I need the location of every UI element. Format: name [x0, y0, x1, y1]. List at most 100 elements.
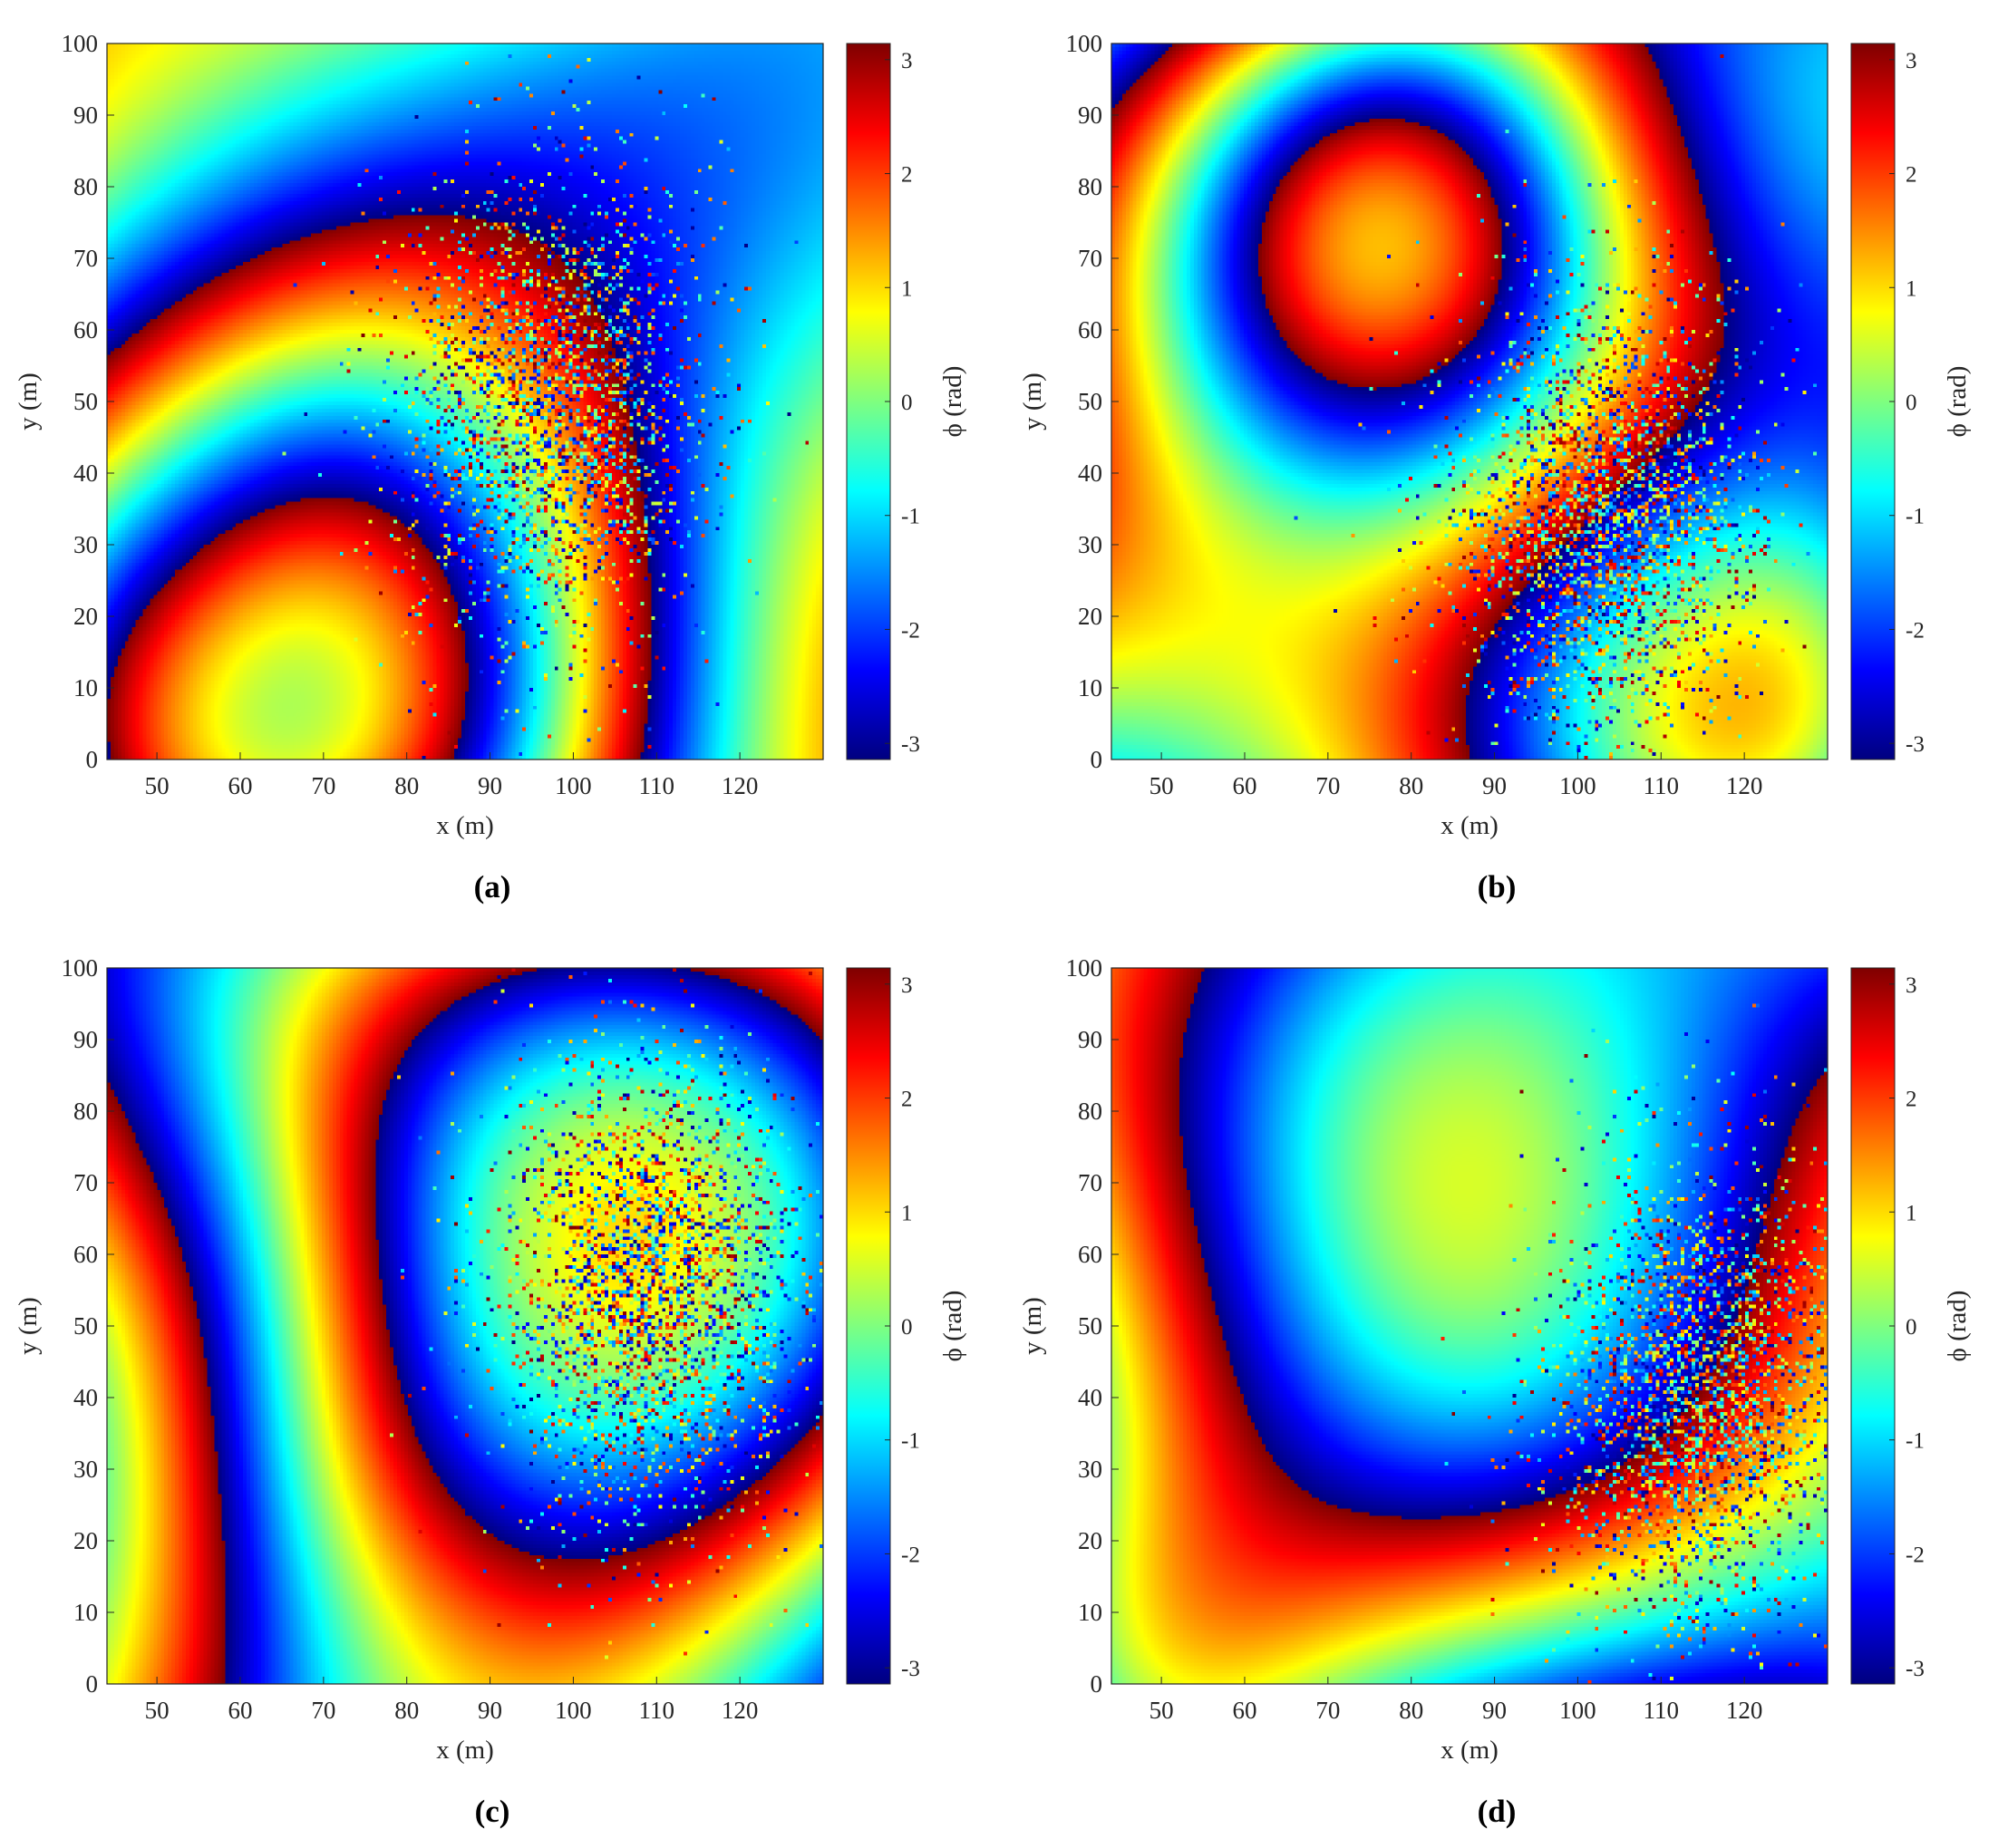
x-axis-label: x (m)	[436, 811, 494, 840]
colorbar-tick-label: 2	[1906, 163, 1917, 188]
y-axis-label: y (m)	[14, 373, 43, 431]
heatmap-chart: 50 60 70 80 90 100 110 120010203040506070809010…	[1018, 30, 1972, 905]
x-tick-label: 60	[228, 772, 252, 799]
x-tick-label: 60	[1232, 1697, 1256, 1724]
colorbar-tick-label: -1	[1906, 1429, 1925, 1454]
y-tick-label: 60	[73, 1241, 98, 1268]
panel-label: (d)	[1478, 1794, 1517, 1829]
phase-map	[107, 44, 823, 760]
colorbar-tick-label: 2	[901, 1088, 913, 1112]
y-tick-label: 80	[1078, 1098, 1102, 1125]
colorbar-label: ϕ (rad)	[1943, 1291, 1972, 1362]
x-tick-label: 90	[478, 772, 502, 799]
y-axis-label: y (m)	[1018, 373, 1047, 431]
colorbar-label: ϕ (rad)	[938, 1291, 967, 1362]
x-tick-label: 80	[394, 772, 419, 799]
y-tick-label: 100	[1066, 30, 1103, 57]
y-tick-label: 40	[1078, 1384, 1102, 1411]
x-tick-label: 70	[1315, 1697, 1340, 1724]
phase-map	[1111, 968, 1828, 1684]
y-axis-label: y (m)	[1018, 1297, 1047, 1355]
colorbar-tick-label: -3	[1906, 1657, 1925, 1681]
x-tick-label: 50	[1150, 1697, 1174, 1724]
colorbar-tick-label: 0	[901, 1315, 913, 1340]
y-tick-label: 20	[1078, 603, 1102, 630]
x-tick-label: 110	[639, 772, 675, 799]
x-tick-label: 90	[1482, 1697, 1507, 1724]
colorbar-tick-label: -3	[901, 732, 920, 757]
x-tick-label: 100	[555, 1697, 592, 1724]
panel-label: (c)	[475, 1794, 510, 1829]
colorbar-tick-label: -2	[901, 1543, 920, 1567]
x-tick-label: 100	[555, 772, 592, 799]
colorbar-tick-label: 3	[1906, 49, 1917, 73]
y-tick-label: 90	[73, 102, 98, 129]
phase-map	[107, 968, 823, 1684]
colorbar-tick-label: 3	[1906, 973, 1917, 998]
panel-b: 50 60 70 80 90 100 110 120 0 10 20 30 40 50 60 70 80 90 10…	[1004, 0, 2008, 924]
y-tick-label: 40	[73, 460, 98, 487]
x-tick-label: 90	[478, 1697, 502, 1724]
y-tick-label: 10	[73, 674, 98, 701]
x-axis-label: x (m)	[1441, 811, 1499, 840]
colorbar-tick-label: 1	[901, 276, 913, 301]
y-tick-label: 50	[1078, 388, 1102, 415]
y-tick-label: 80	[73, 1098, 98, 1125]
x-axis-label: x (m)	[436, 1736, 494, 1765]
heatmap-chart: 50 60 70 80 90 100 110 120010203040506070809010…	[14, 954, 967, 1829]
y-tick-label: 20	[1078, 1527, 1102, 1554]
y-tick-label: 30	[73, 1456, 98, 1483]
panel-c: 50 60 70 80 90 100 110 120 0 10 20 30 40 50 60 70 80 90 10…	[0, 924, 1004, 1848]
colorbar-label: ϕ (rad)	[1943, 366, 1972, 438]
colorbar-tick-label: -1	[901, 505, 920, 529]
colorbar-tick-label: 0	[1906, 391, 1917, 415]
y-tick-label: 70	[1078, 245, 1102, 272]
y-tick-label: 30	[1078, 531, 1102, 558]
y-tick-label: 20	[73, 1527, 98, 1554]
y-tick-label: 0	[86, 746, 99, 773]
y-tick-label: 0	[86, 1670, 99, 1698]
colorbar-tick-label: 0	[1906, 1315, 1917, 1340]
x-tick-label: 80	[1399, 1697, 1423, 1724]
y-tick-label: 10	[1078, 674, 1102, 701]
colorbar-tick-label: -2	[1906, 618, 1925, 643]
colorbar-tick-label: -3	[1906, 732, 1925, 757]
y-tick-label: 90	[1078, 102, 1102, 129]
colorbar-tick-label: -2	[901, 618, 920, 643]
y-tick-label: 10	[1078, 1599, 1102, 1626]
colorbar-tick-label: -2	[1906, 1543, 1925, 1567]
x-tick-label: 100	[1559, 772, 1596, 799]
y-tick-label: 30	[73, 531, 98, 558]
colorbar-tick-label: -1	[901, 1429, 920, 1454]
y-tick-label: 70	[73, 245, 98, 272]
y-axis-label: y (m)	[14, 1297, 43, 1355]
y-tick-label: 90	[1078, 1026, 1102, 1053]
x-tick-label: 120	[722, 1697, 759, 1724]
y-tick-label: 10	[73, 1599, 98, 1626]
x-tick-label: 110	[1644, 1697, 1680, 1724]
phase-map	[1111, 44, 1828, 760]
y-tick-label: 100	[62, 30, 99, 57]
x-tick-label: 120	[722, 772, 759, 799]
colorbar	[1850, 43, 1896, 760]
y-tick-label: 30	[1078, 1456, 1102, 1483]
x-tick-label: 60	[1232, 772, 1256, 799]
colorbar-tick-label: 1	[1906, 276, 1917, 301]
y-tick-label: 70	[1078, 1169, 1102, 1196]
x-tick-label: 50	[145, 772, 170, 799]
x-tick-label: 120	[1726, 772, 1763, 799]
y-tick-label: 50	[73, 388, 98, 415]
x-tick-label: 80	[1399, 772, 1423, 799]
x-tick-label: 70	[1315, 772, 1340, 799]
y-tick-label: 40	[1078, 460, 1102, 487]
y-tick-label: 70	[73, 1169, 98, 1196]
colorbar-tick-label: -1	[1906, 505, 1925, 529]
y-tick-label: 80	[1078, 173, 1102, 200]
y-tick-label: 60	[1078, 316, 1102, 343]
panel-d: 50 60 70 80 90 100 110 120 0 10 20 30 40 50 60 70 80 90 10…	[1004, 924, 2008, 1848]
y-tick-label: 50	[73, 1312, 98, 1340]
heatmap-chart: 50 60 70 80 90 100 110 120010203040506070809010…	[1018, 954, 1972, 1829]
y-tick-label: 20	[73, 603, 98, 630]
x-tick-label: 110	[639, 1697, 675, 1724]
x-tick-label: 70	[311, 1697, 335, 1724]
